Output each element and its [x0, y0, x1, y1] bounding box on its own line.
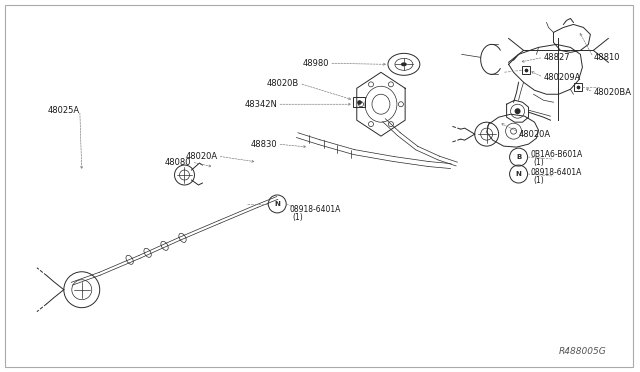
- Bar: [522, 66, 529, 74]
- Text: N: N: [516, 171, 522, 177]
- Text: (1): (1): [534, 158, 544, 167]
- Text: 48025A: 48025A: [47, 106, 80, 115]
- Text: 480209A: 480209A: [543, 73, 581, 82]
- Text: B: B: [516, 154, 521, 160]
- Text: 48020A: 48020A: [185, 151, 218, 161]
- Text: N: N: [275, 201, 280, 207]
- Text: 48980: 48980: [303, 59, 329, 68]
- Text: 48827: 48827: [543, 53, 570, 62]
- Text: 0B1A6-B601A: 0B1A6-B601A: [531, 150, 583, 158]
- Text: 48810: 48810: [593, 53, 620, 62]
- Circle shape: [515, 108, 520, 114]
- Text: 48342N: 48342N: [244, 100, 277, 109]
- Text: 48020BA: 48020BA: [593, 88, 632, 97]
- Text: 48020A: 48020A: [518, 130, 550, 139]
- Ellipse shape: [401, 62, 407, 66]
- Text: 08918-6401A: 08918-6401A: [289, 205, 340, 214]
- Text: 48080: 48080: [165, 158, 191, 167]
- Bar: [575, 83, 582, 91]
- Text: 48830: 48830: [251, 140, 277, 149]
- Text: 48020B: 48020B: [267, 79, 299, 88]
- Text: (1): (1): [292, 214, 303, 222]
- Text: R488005G: R488005G: [559, 347, 606, 356]
- Text: (1): (1): [534, 176, 544, 185]
- Text: 08918-6401A: 08918-6401A: [531, 167, 582, 177]
- Bar: [353, 97, 365, 107]
